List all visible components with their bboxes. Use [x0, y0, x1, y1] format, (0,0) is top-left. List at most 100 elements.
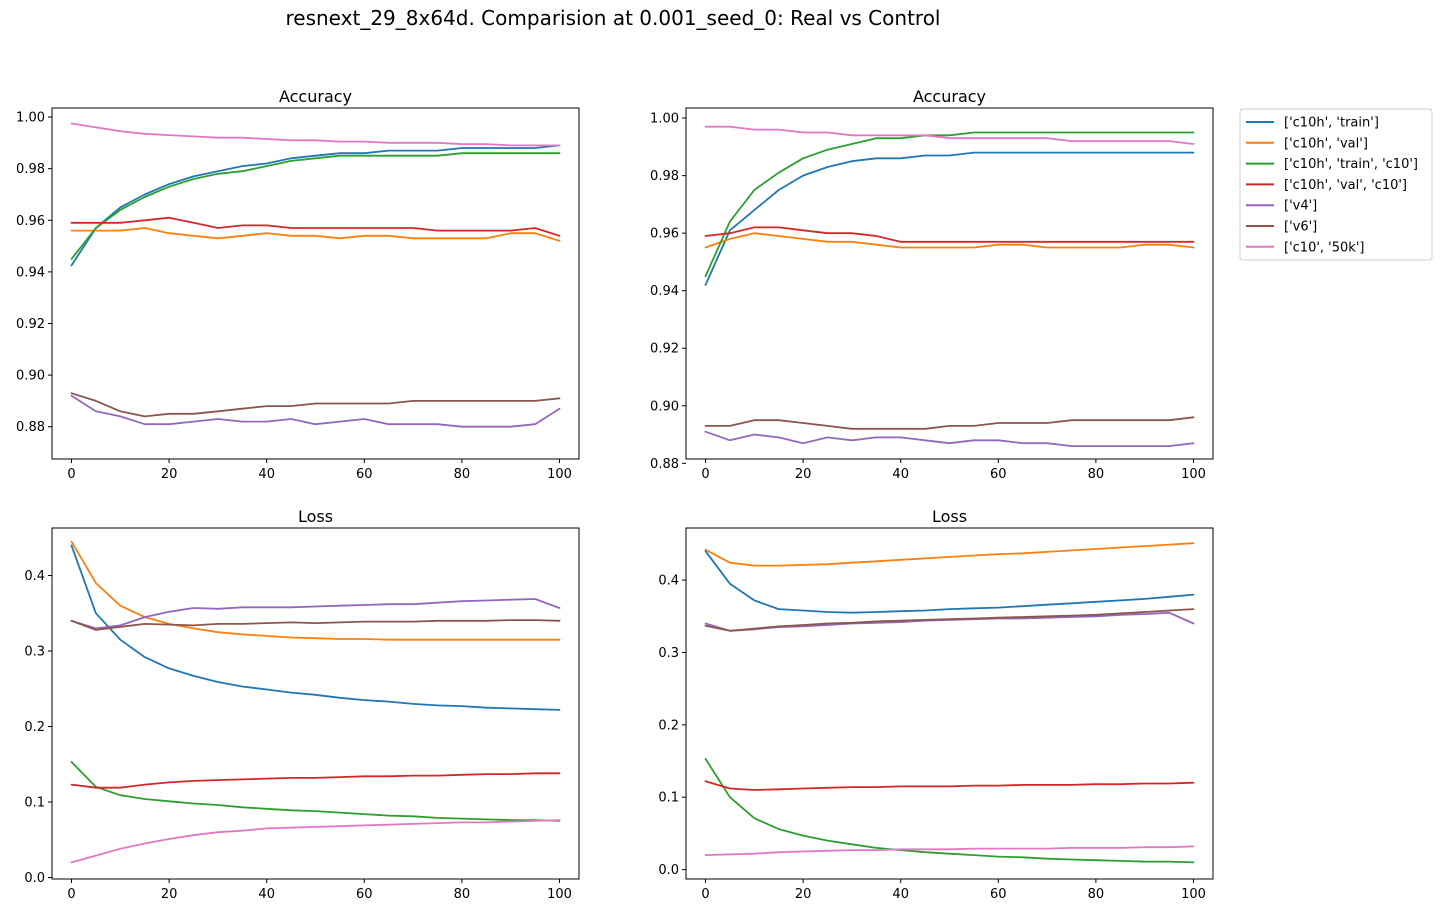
figure-title: resnext_29_8x64d. Comparision at 0.001_s… — [286, 6, 941, 30]
x-tick-label: 60 — [990, 467, 1007, 482]
legend-label: ['v4'] — [1284, 199, 1317, 214]
legend-label: ['c10h', 'val'] — [1284, 136, 1368, 151]
y-tick-label: 0.94 — [16, 265, 45, 280]
subplot-3: 0 20 40 60 80 100 0.0 0.1 0.2 0.3 0.4 Loss — [24, 507, 580, 902]
y-tick-label: 0.90 — [650, 399, 679, 414]
x-tick-label: 100 — [547, 467, 572, 482]
series-line-4 — [704, 780, 1195, 791]
y-tick-label: 0.92 — [650, 342, 679, 357]
x-tick-label: 0 — [67, 887, 75, 902]
series-line-2 — [70, 540, 561, 641]
axes-frame — [685, 107, 1214, 460]
x-tick-label: 80 — [454, 467, 471, 482]
subplot-2: 0 20 40 60 80 100 0.88 0.90 0.92 0.94 0.96 0.98 1.00… — [650, 87, 1214, 482]
x-tick-label: 20 — [161, 887, 178, 902]
y-tick-label: 0.2 — [658, 718, 679, 733]
y-tick-label: 1.00 — [16, 111, 45, 126]
y-tick-label: 0.1 — [24, 796, 45, 811]
x-tick-label: 60 — [356, 467, 373, 482]
axes-frame — [51, 527, 580, 880]
legend-label: ['c10h', 'val', 'c10'] — [1284, 178, 1407, 193]
axes-frame — [685, 527, 1214, 880]
y-tick-label: 0.0 — [24, 871, 45, 886]
y-tick-label: 1.00 — [650, 112, 679, 127]
x-tick-label: 100 — [1181, 467, 1206, 482]
x-tick-label: 20 — [161, 467, 178, 482]
y-tick-label: 0.3 — [658, 646, 679, 661]
legend: ['c10h', 'train'] ['c10h', 'val'] ['c10h',… — [1239, 108, 1433, 261]
series-line-7 — [70, 819, 561, 864]
x-tick-label: 0 — [67, 467, 75, 482]
series-line-1 — [704, 151, 1195, 286]
series-line-2 — [704, 232, 1195, 249]
y-tick-label: 0.98 — [650, 169, 679, 184]
series-line-6 — [704, 416, 1195, 430]
subplot-title: Loss — [932, 507, 967, 526]
y-tick-label: 0.3 — [24, 645, 45, 660]
x-tick-label: 60 — [356, 887, 373, 902]
legend-label: ['c10', '50k'] — [1284, 240, 1364, 255]
x-tick-label: 80 — [1088, 467, 1105, 482]
axes-frame — [51, 107, 580, 460]
y-tick-label: 0.1 — [658, 791, 679, 806]
x-tick-label: 0 — [701, 467, 709, 482]
subplot-title: Accuracy — [913, 87, 986, 106]
series-line-4 — [704, 226, 1195, 243]
y-tick-label: 0.88 — [650, 457, 679, 472]
x-tick-label: 60 — [990, 887, 1007, 902]
y-tick-label: 0.4 — [24, 569, 45, 584]
x-tick-label: 20 — [795, 887, 812, 902]
series-line-6 — [70, 619, 561, 631]
legend-box — [1239, 108, 1433, 261]
series-line-1 — [70, 544, 561, 711]
x-tick-label: 40 — [892, 467, 909, 482]
series-line-2 — [70, 227, 561, 242]
y-tick-label: 0.0 — [658, 863, 679, 878]
subplot-1: 0 20 40 60 80 100 0.88 0.90 0.92 0.94 0.96 0.98 1.00… — [16, 87, 580, 482]
y-tick-label: 0.98 — [16, 162, 45, 177]
series-line-7 — [70, 122, 561, 147]
y-tick-label: 0.88 — [16, 420, 45, 435]
series-line-6 — [70, 392, 561, 418]
series-line-7 — [704, 845, 1195, 856]
x-tick-label: 40 — [258, 887, 275, 902]
series-line-4 — [70, 216, 561, 237]
subplot-title: Accuracy — [279, 87, 352, 106]
x-tick-label: 0 — [701, 887, 709, 902]
series-line-7 — [704, 125, 1195, 145]
x-tick-label: 40 — [258, 467, 275, 482]
series-line-6 — [704, 608, 1195, 632]
series-line-3 — [704, 758, 1195, 864]
series-line-5 — [704, 430, 1195, 448]
x-tick-label: 100 — [547, 887, 572, 902]
x-tick-label: 100 — [1181, 887, 1206, 902]
series-line-3 — [70, 761, 561, 822]
y-tick-label: 0.4 — [658, 574, 679, 589]
y-tick-label: 0.92 — [16, 317, 45, 332]
series-line-2 — [704, 542, 1195, 567]
legend-label: ['c10h', 'train', 'c10'] — [1284, 157, 1418, 172]
series-line-3 — [704, 131, 1195, 278]
y-tick-label: 0.2 — [24, 720, 45, 735]
x-tick-label: 40 — [892, 887, 909, 902]
legend-label: ['v6'] — [1284, 220, 1317, 235]
y-tick-label: 0.96 — [650, 227, 679, 242]
series-line-1 — [70, 144, 561, 267]
x-tick-label: 80 — [454, 887, 471, 902]
y-tick-label: 0.94 — [650, 284, 679, 299]
y-tick-label: 0.96 — [16, 214, 45, 229]
legend-label: ['c10h', 'train'] — [1284, 116, 1379, 131]
series-line-1 — [704, 550, 1195, 614]
y-tick-label: 0.90 — [16, 369, 45, 384]
x-tick-label: 80 — [1088, 887, 1105, 902]
series-line-5 — [70, 394, 561, 428]
series-line-3 — [70, 152, 561, 260]
x-tick-label: 20 — [795, 467, 812, 482]
subplot-4: 0 20 40 60 80 100 0.0 0.1 0.2 0.3 0.4 Loss — [658, 507, 1214, 902]
series-line-5 — [70, 598, 561, 630]
series-line-4 — [70, 772, 561, 789]
plots-area: 0 20 40 60 80 100 0.88 0.90 0.92 0.94 0.96 0.98 1.00… — [16, 87, 1214, 902]
subplot-title: Loss — [298, 507, 333, 526]
